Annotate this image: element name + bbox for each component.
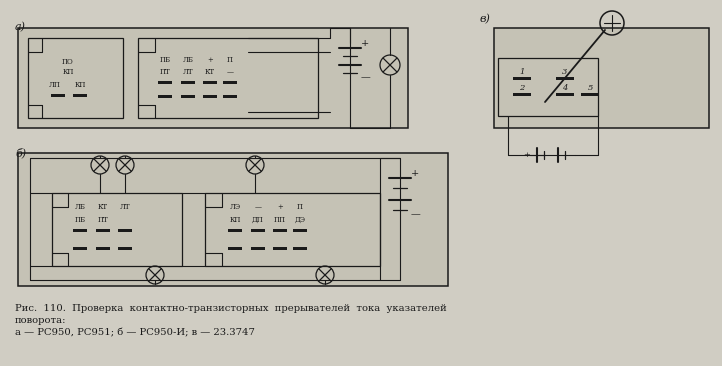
Bar <box>228 228 242 232</box>
Text: +: + <box>361 38 369 48</box>
Text: —: — <box>567 151 575 159</box>
Text: ДП: ДП <box>252 216 264 224</box>
Text: +: + <box>411 168 419 178</box>
Bar <box>203 94 217 97</box>
Text: а): а) <box>15 22 26 32</box>
Text: КП: КП <box>62 68 74 76</box>
Text: 2: 2 <box>519 84 525 92</box>
Text: ЛТ: ЛТ <box>120 203 130 211</box>
Bar <box>118 228 132 232</box>
Text: 4: 4 <box>562 84 567 92</box>
Text: ЛБ: ЛБ <box>183 56 193 64</box>
Bar <box>513 93 531 96</box>
Bar <box>28 38 123 118</box>
Text: ЛП: ЛП <box>49 81 61 89</box>
Bar <box>118 246 132 250</box>
Bar <box>273 228 287 232</box>
Text: ПП: ПП <box>274 216 286 224</box>
Bar <box>513 76 531 79</box>
Text: ПБ: ПБ <box>160 56 170 64</box>
Text: —: — <box>227 68 233 76</box>
Bar <box>18 153 448 286</box>
Text: П: П <box>227 56 233 64</box>
Bar <box>96 228 110 232</box>
Bar <box>158 81 172 83</box>
Bar <box>293 246 307 250</box>
Text: ПТ: ПТ <box>160 68 170 76</box>
Bar <box>96 246 110 250</box>
Bar <box>223 81 237 83</box>
Text: П: П <box>297 203 303 211</box>
Text: ПБ: ПБ <box>74 216 85 224</box>
Text: 3: 3 <box>562 68 567 76</box>
Text: —: — <box>254 203 261 211</box>
Bar <box>581 93 599 96</box>
Bar <box>138 38 318 118</box>
Bar <box>18 28 408 128</box>
Text: в): в) <box>480 14 491 24</box>
Text: ДЭ: ДЭ <box>295 216 305 224</box>
Bar <box>52 193 182 266</box>
Bar <box>251 246 265 250</box>
Text: поворота:: поворота: <box>15 316 66 325</box>
Bar <box>181 94 195 97</box>
Bar <box>203 81 217 83</box>
Bar <box>181 81 195 83</box>
Text: КТ: КТ <box>98 203 108 211</box>
Text: КП: КП <box>74 81 86 89</box>
Text: КП: КП <box>230 216 240 224</box>
Text: Рис.  110.  Проверка  контактно-транзисторных  прерывателей  тока  указателей: Рис. 110. Проверка контактно-транзисторн… <box>15 304 447 313</box>
Text: +: + <box>523 151 531 159</box>
Text: ЛБ: ЛБ <box>74 203 85 211</box>
Text: 1: 1 <box>519 68 525 76</box>
Bar <box>73 246 87 250</box>
Text: —: — <box>360 74 370 82</box>
Bar <box>205 193 380 266</box>
Bar <box>556 76 574 79</box>
Bar <box>158 94 172 97</box>
Text: КТ: КТ <box>205 68 215 76</box>
Bar <box>73 93 87 97</box>
Text: а — РС950, РС951; б — РС950-И; в — 23.3747: а — РС950, РС951; б — РС950-И; в — 23.37… <box>15 328 255 337</box>
Bar <box>73 228 87 232</box>
Text: 5: 5 <box>587 84 593 92</box>
Bar <box>251 228 265 232</box>
Text: —: — <box>410 210 420 220</box>
Bar <box>51 93 65 97</box>
Text: ПТ: ПТ <box>97 216 108 224</box>
Bar <box>556 93 574 96</box>
Bar <box>273 246 287 250</box>
Text: +: + <box>277 203 283 211</box>
Text: ПО: ПО <box>62 58 74 66</box>
Text: ЛТ: ЛТ <box>183 68 193 76</box>
Bar <box>223 94 237 97</box>
Bar <box>494 28 709 128</box>
Bar <box>228 246 242 250</box>
Text: +: + <box>207 56 213 64</box>
Text: ЛЭ: ЛЭ <box>230 203 240 211</box>
Bar <box>293 228 307 232</box>
Bar <box>498 58 598 116</box>
Text: б): б) <box>15 148 26 159</box>
